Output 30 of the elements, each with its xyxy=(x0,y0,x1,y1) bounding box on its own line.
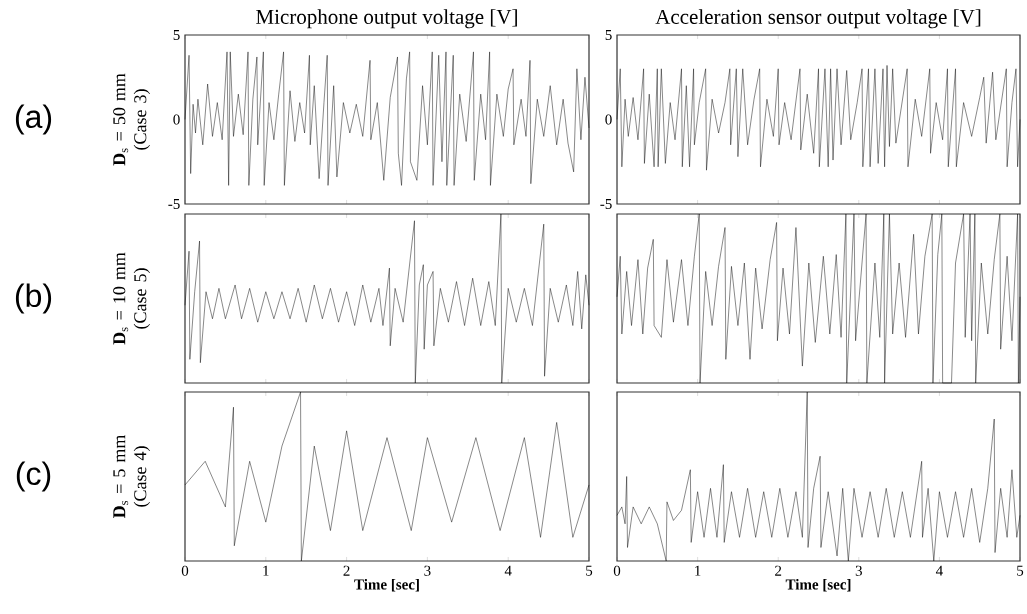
line-series xyxy=(616,65,1021,171)
x-tick-label: 4 xyxy=(504,565,512,576)
x-tick-label: 3 xyxy=(855,565,862,576)
y-tick-label: -5 xyxy=(600,199,612,209)
x-tick-label: 5 xyxy=(586,565,593,576)
y-tick-label: 0 xyxy=(605,114,612,125)
x-tick-label: 0 xyxy=(181,565,189,576)
x-tick-label: 2 xyxy=(343,565,350,576)
y-tick-label: 5 xyxy=(605,30,612,40)
x-tick-label: 3 xyxy=(424,565,431,576)
x-axis-title: Time [sec] xyxy=(785,579,851,592)
y-axis-title: D$_{s}$ = 50 mm (Case 3) xyxy=(113,73,150,166)
y-tick-label: -5 xyxy=(168,199,180,209)
x-tick-label: 1 xyxy=(695,565,701,576)
text: (a) xyxy=(15,104,52,135)
chart-title: Microphone output voltage [V] xyxy=(256,9,517,29)
text: (c) xyxy=(16,461,51,492)
y-tick-label: 0 xyxy=(173,114,180,125)
y-axis-title: D$_{s}$ = 5 mm (Case 4) xyxy=(113,434,150,519)
x-axis-title: Time [sec] xyxy=(354,579,419,592)
x-tick-label: 0 xyxy=(613,565,621,576)
x-tick-label: 1 xyxy=(263,565,269,576)
x-tick-label: 2 xyxy=(775,565,782,576)
line-series xyxy=(184,51,590,186)
x-tick-label: 5 xyxy=(1017,565,1024,576)
x-tick-label: 4 xyxy=(935,565,943,576)
y-axis-title: D$_{s}$ = 10 mm (Case 5) xyxy=(113,252,150,345)
text: (b) xyxy=(15,283,52,314)
y-tick-label: 5 xyxy=(173,30,180,40)
chart-title: Acceleration sensor output voltage [V] xyxy=(655,9,981,29)
